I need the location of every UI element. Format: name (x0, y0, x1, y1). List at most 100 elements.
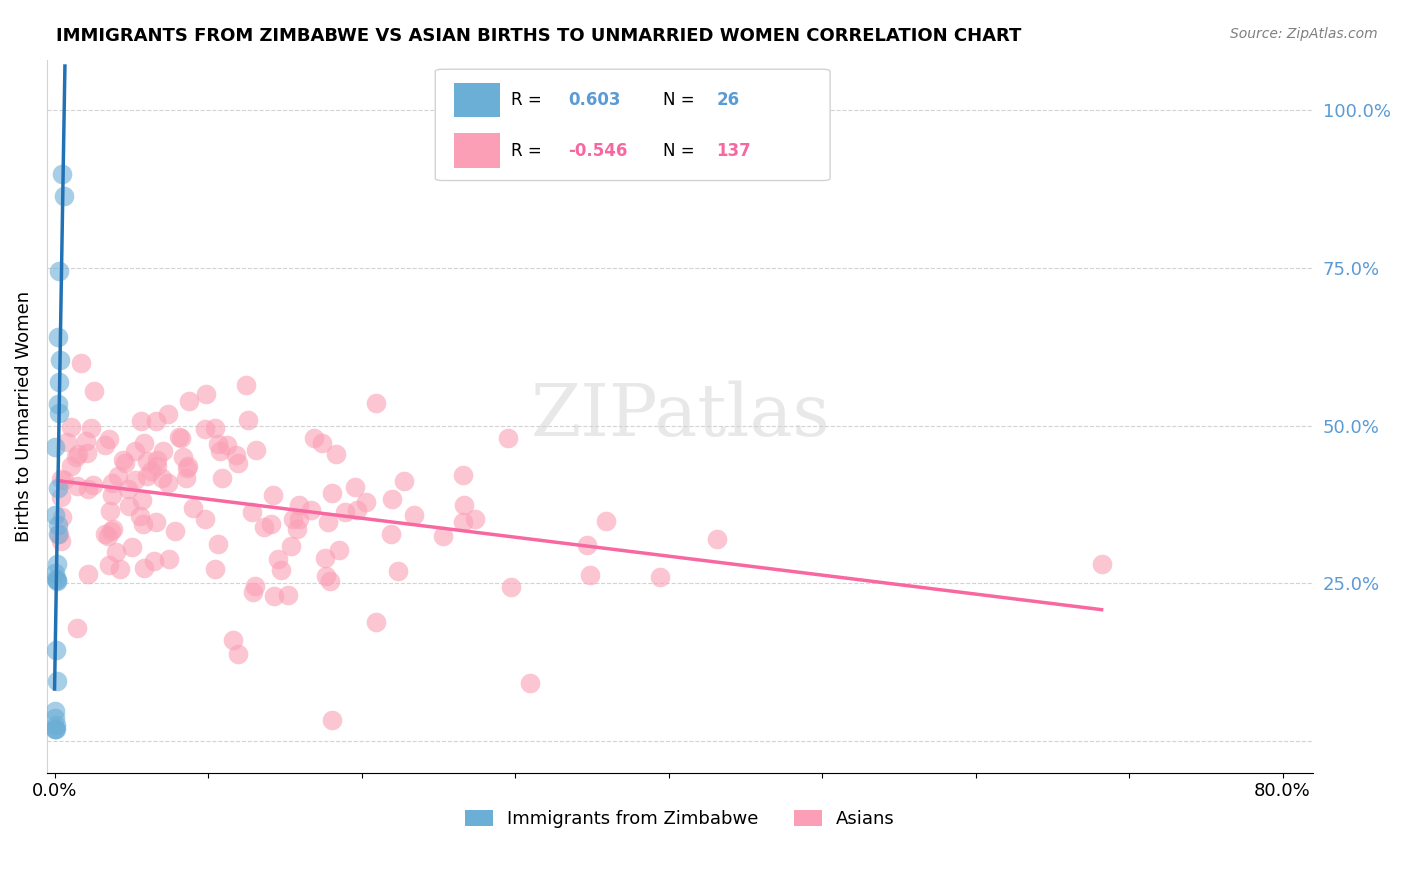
Point (1091, 557, 1114, 571)
Point (157, 407, 180, 421)
Point (243, 580, 266, 594)
Point (204, 562, 226, 576)
Point (52, 473, 75, 487)
Point (179, 394, 201, 409)
Point (77, 483, 100, 497)
Point (97, 558, 120, 572)
Point (145, 414, 167, 428)
Point (402, 508, 425, 522)
Point (499, 581, 522, 595)
Point (302, 431, 325, 445)
Point (432, 528, 454, 542)
Point (579, 567, 602, 582)
Point (51, 533, 73, 548)
Point (48, 517, 70, 532)
Point (45, 558, 67, 572)
Text: 26: 26 (716, 91, 740, 109)
Text: R =: R = (512, 91, 541, 109)
Point (208, 444, 231, 458)
Point (453, 498, 475, 512)
Point (141, 464, 163, 478)
Point (387, 564, 409, 578)
Point (267, 552, 290, 566)
Point (157, 552, 180, 566)
Text: 137: 137 (716, 142, 751, 160)
Point (105, 545, 128, 559)
Point (235, 378, 257, 392)
Point (100, 524, 122, 538)
Point (242, 585, 264, 599)
Point (194, 422, 217, 436)
Point (314, 550, 336, 565)
Bar (454, 83, 501, 118)
Point (222, 632, 245, 647)
Point (283, 512, 305, 526)
Point (124, 473, 146, 487)
Point (46, 574, 69, 588)
Point (177, 459, 200, 474)
Point (464, 512, 486, 526)
Point (380, 527, 402, 541)
Point (172, 450, 194, 464)
Point (76, 446, 98, 460)
Point (51, 490, 73, 504)
Point (706, 533, 728, 547)
Point (366, 396, 388, 410)
Point (228, 647, 250, 661)
Point (165, 524, 187, 538)
Text: Source: ZipAtlas.com: Source: ZipAtlas.com (1230, 27, 1378, 41)
Point (321, 486, 343, 500)
Point (65, 450, 87, 465)
Point (44, 566, 66, 580)
Point (451, 515, 474, 529)
Point (354, 495, 377, 509)
Text: N =: N = (664, 91, 695, 109)
Point (253, 520, 276, 534)
Point (288, 498, 311, 512)
Point (150, 471, 173, 485)
Point (132, 435, 155, 450)
Point (394, 475, 416, 489)
Point (98, 432, 121, 446)
Point (56, 435, 79, 450)
Point (315, 569, 337, 583)
Point (45, 574, 67, 588)
Point (83, 384, 105, 398)
Point (51, 472, 73, 486)
Point (146, 459, 169, 474)
Point (112, 452, 135, 467)
Point (136, 469, 159, 483)
Point (650, 570, 672, 584)
Point (287, 511, 309, 525)
Point (207, 437, 229, 451)
Point (262, 488, 284, 502)
Point (45, 572, 67, 586)
Point (48, 375, 70, 389)
Point (118, 499, 141, 513)
Point (129, 509, 152, 524)
Point (280, 539, 302, 553)
Point (46, 481, 69, 495)
Point (75, 434, 97, 449)
Point (131, 516, 153, 531)
Point (53, 189, 76, 203)
Point (215, 438, 238, 452)
Point (263, 589, 285, 603)
Point (343, 481, 366, 495)
Point (328, 543, 350, 558)
Text: 0.603: 0.603 (568, 91, 620, 109)
Text: IMMIGRANTS FROM ZIMBABWE VS ASIAN BIRTHS TO UNMARRIED WOMEN CORRELATION CHART: IMMIGRANTS FROM ZIMBABWE VS ASIAN BIRTHS… (56, 27, 1022, 45)
Point (321, 713, 343, 727)
Point (335, 505, 357, 519)
Point (114, 456, 136, 470)
Point (82, 477, 104, 491)
Point (44, 710, 66, 724)
Point (44, 508, 66, 523)
Point (101, 522, 124, 536)
Point (316, 515, 339, 529)
Point (240, 505, 263, 519)
Point (101, 488, 124, 502)
Point (169, 430, 191, 444)
Point (66, 479, 89, 493)
Point (59, 420, 82, 434)
